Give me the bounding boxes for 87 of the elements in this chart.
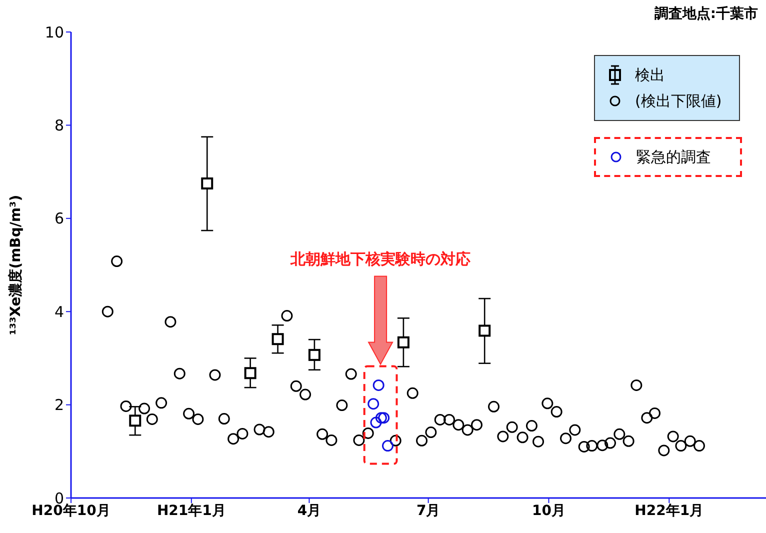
x-tick-label: 4月 — [297, 502, 322, 519]
point — [675, 440, 687, 452]
point — [560, 432, 572, 444]
point — [218, 413, 230, 425]
point — [129, 414, 142, 427]
y-tick-label: 10 — [44, 23, 64, 42]
point — [578, 440, 590, 452]
point — [156, 397, 168, 409]
point — [478, 324, 491, 337]
legend-label: (検出下限値) — [635, 92, 722, 110]
point — [506, 421, 518, 433]
point — [434, 414, 446, 426]
point — [684, 435, 696, 447]
point — [375, 412, 387, 424]
x-tick-label: H22年1月 — [634, 502, 704, 519]
x-tick-label: 10月 — [532, 502, 566, 519]
point — [452, 419, 464, 431]
point — [326, 434, 338, 446]
point — [281, 310, 293, 322]
point — [416, 434, 428, 446]
point — [425, 426, 437, 438]
point — [164, 316, 176, 328]
point — [649, 407, 660, 419]
point — [146, 413, 158, 425]
point — [497, 430, 509, 442]
point — [174, 368, 186, 380]
point — [336, 400, 348, 412]
point — [209, 369, 221, 381]
point — [516, 432, 528, 444]
point — [667, 430, 679, 442]
point — [272, 333, 284, 346]
x-tick-label: H21年1月 — [156, 502, 226, 519]
point — [630, 379, 642, 391]
point — [542, 398, 554, 410]
point — [262, 426, 274, 438]
point — [353, 434, 365, 446]
point — [316, 428, 328, 440]
point — [406, 387, 418, 399]
point — [102, 306, 114, 318]
text: 調査地点:千葉市 — [654, 5, 758, 22]
point — [550, 406, 562, 418]
annotation: 北朝鮮地下核実験時の対応 — [290, 250, 471, 268]
point — [192, 413, 204, 425]
y-tick-label: 2 — [54, 396, 64, 414]
x-tick-label: 7月 — [416, 502, 440, 519]
legend-label: 緊急的調査 — [636, 148, 711, 166]
point — [372, 379, 384, 391]
y-axis-title: ¹³³Xe濃度(mBq/m³) — [7, 194, 24, 336]
point — [138, 402, 150, 414]
point — [526, 420, 538, 432]
point — [120, 400, 132, 412]
point — [378, 412, 390, 424]
point — [308, 348, 320, 361]
point — [488, 400, 500, 412]
point — [183, 408, 195, 420]
point — [586, 440, 598, 452]
point — [254, 424, 266, 436]
point — [569, 424, 581, 436]
point — [368, 398, 380, 410]
point — [462, 424, 474, 436]
point — [290, 380, 302, 392]
point — [370, 416, 382, 428]
y-tick-label: 8 — [54, 116, 64, 135]
point — [532, 436, 544, 448]
point — [622, 435, 634, 447]
point — [596, 440, 608, 452]
point — [228, 433, 240, 445]
point — [236, 428, 248, 440]
point — [470, 419, 482, 431]
point — [362, 427, 374, 439]
point — [604, 437, 616, 449]
point — [614, 428, 626, 440]
y-tick-label: 4 — [54, 302, 64, 321]
point — [382, 440, 394, 452]
point — [397, 336, 410, 348]
point — [390, 434, 402, 446]
point — [658, 444, 670, 456]
point — [444, 414, 456, 426]
point — [111, 256, 123, 268]
point — [641, 412, 653, 424]
point — [244, 367, 256, 380]
point — [300, 388, 312, 400]
point — [201, 177, 214, 190]
point — [694, 440, 705, 452]
point — [345, 368, 357, 380]
legend-label: 検出 — [635, 66, 665, 84]
y-tick-label: 6 — [54, 210, 64, 228]
